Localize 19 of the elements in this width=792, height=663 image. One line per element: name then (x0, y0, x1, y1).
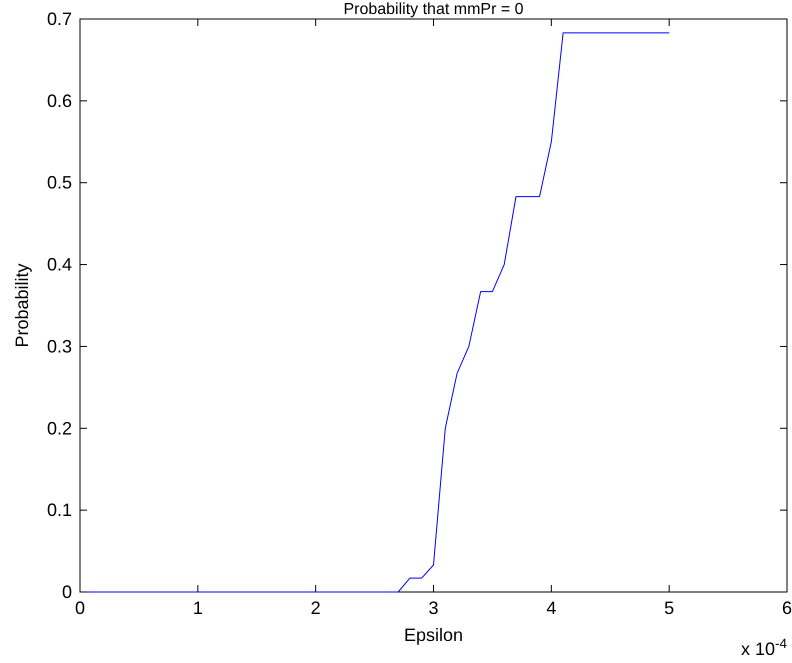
x-axis-title: Epsilon (404, 625, 464, 645)
text: x 10$^{-4}$ (740, 636, 788, 659)
y-tick-label: 0.4 (46, 254, 72, 275)
y-tick-label: 0.7 (46, 9, 72, 29)
x-tick-label: 0 (74, 598, 86, 618)
y-tick-label: 0.6 (46, 90, 72, 111)
x-tick-label: 5 (664, 598, 674, 618)
y-tick-label: 0.2 (46, 418, 72, 438)
y-axis-title: Probability (12, 263, 32, 348)
x-tick-label: 1 (192, 598, 203, 618)
y-tick-label: 0.3 (46, 336, 72, 356)
x-tick-label: 3 (428, 598, 439, 618)
y-tick-label: 0.5 (46, 172, 72, 193)
x-tick-label: 4 (546, 598, 556, 618)
y-tick-label: 0.1 (46, 500, 72, 520)
x-tick-label: 2 (310, 598, 321, 618)
chart-title: Probability that mmPr = 0 (343, 1, 524, 18)
y-tick-label: 0 (62, 582, 72, 602)
x-tick-label: 6 (782, 598, 792, 618)
